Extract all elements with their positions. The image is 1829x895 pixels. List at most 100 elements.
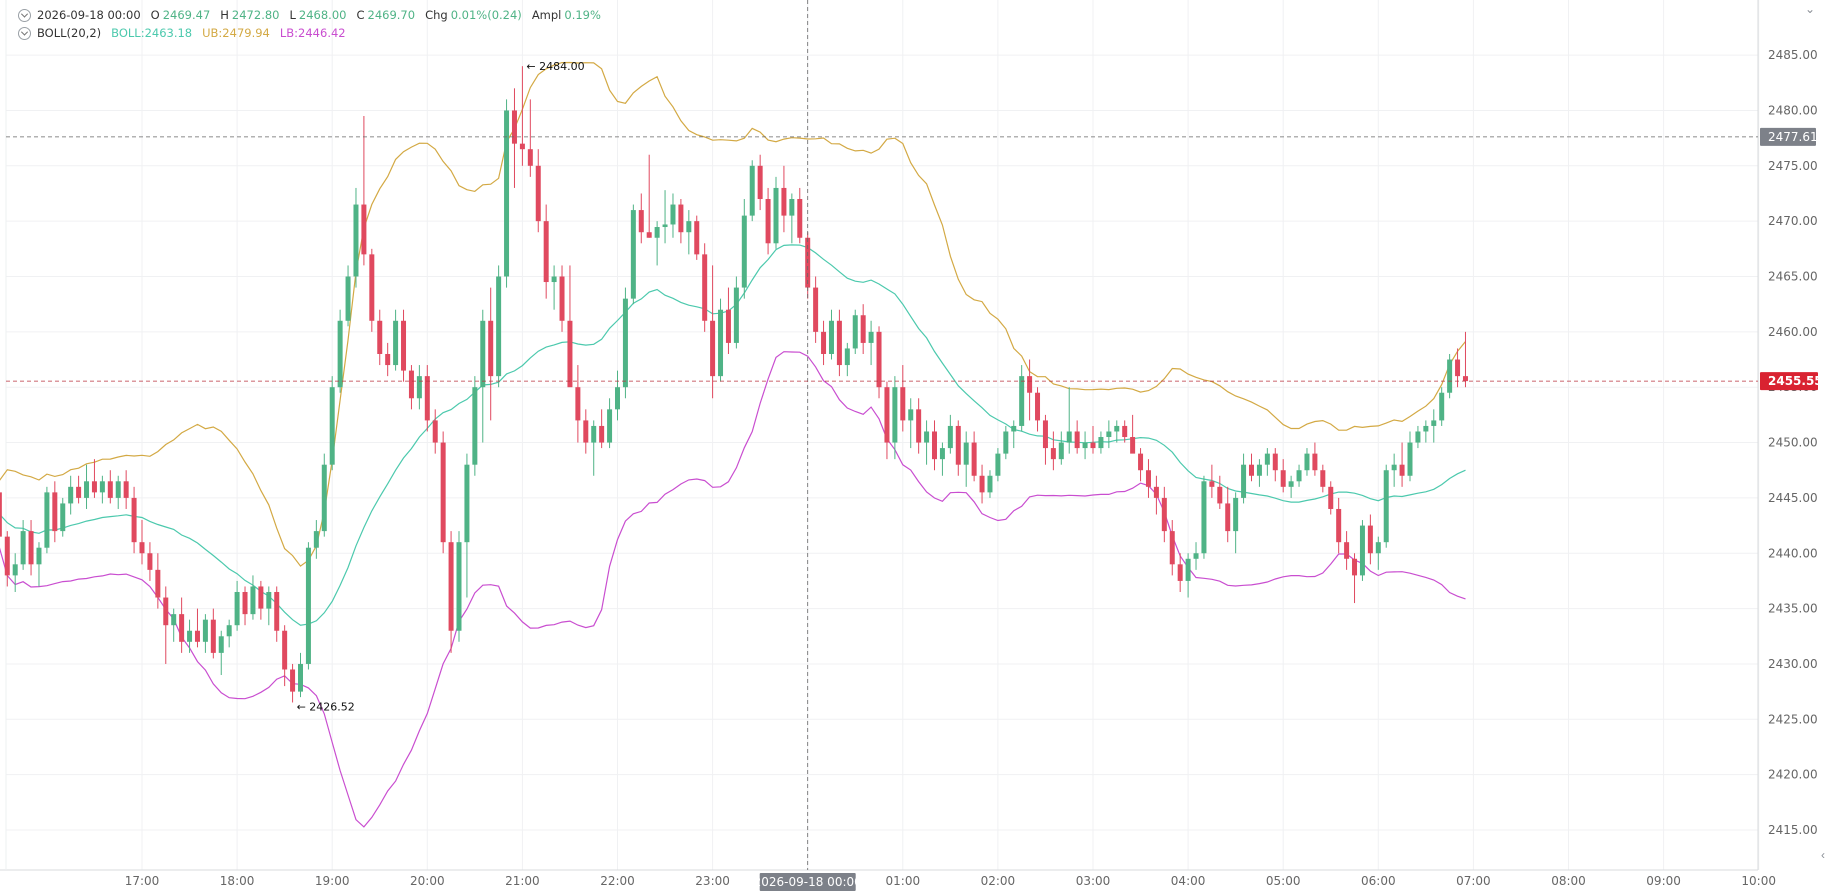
candle-body bbox=[258, 586, 264, 609]
candle-body bbox=[939, 448, 945, 460]
y-tick-label: 2470.00 bbox=[1768, 214, 1818, 228]
candle bbox=[242, 586, 248, 626]
candle bbox=[1399, 442, 1405, 487]
candle-body bbox=[76, 486, 82, 498]
candle-body bbox=[448, 542, 454, 631]
candle-body bbox=[1066, 431, 1072, 443]
legend-open-value: 2469.47 bbox=[162, 8, 211, 22]
candle-body bbox=[1169, 531, 1175, 565]
candle bbox=[1328, 481, 1334, 515]
candle bbox=[757, 154, 763, 211]
candle bbox=[527, 99, 533, 177]
candle-body bbox=[68, 486, 74, 504]
candle bbox=[1304, 448, 1310, 476]
legend-close-value: 2469.70 bbox=[367, 8, 416, 22]
x-tick-label: 18:00 bbox=[220, 874, 255, 888]
candle-body bbox=[488, 320, 494, 377]
candle-body bbox=[84, 481, 90, 498]
candle-body bbox=[836, 320, 842, 366]
candle-body bbox=[622, 298, 628, 388]
candle-body bbox=[1352, 558, 1358, 576]
candle-body bbox=[353, 204, 359, 277]
x-tick-label: 19:00 bbox=[315, 874, 350, 888]
candle-body bbox=[298, 663, 303, 692]
candle-body bbox=[1391, 464, 1397, 471]
candle bbox=[266, 586, 272, 626]
x-tick-label: 22:00 bbox=[600, 874, 635, 888]
candle-body bbox=[440, 442, 446, 543]
candle bbox=[504, 99, 510, 288]
candle-body bbox=[1217, 486, 1223, 504]
chevron-left-icon[interactable]: ‹ bbox=[1821, 848, 1825, 862]
candle-body bbox=[1193, 553, 1199, 559]
candle bbox=[1019, 365, 1025, 432]
candle bbox=[480, 309, 486, 443]
candle bbox=[1042, 414, 1048, 465]
candle-body bbox=[28, 531, 34, 565]
candle-body bbox=[44, 492, 50, 548]
candle bbox=[1241, 453, 1247, 504]
candle bbox=[76, 475, 82, 504]
candle bbox=[1169, 520, 1175, 576]
candle bbox=[615, 370, 620, 421]
x-tick-label: 20:00 bbox=[410, 874, 445, 888]
candle bbox=[488, 287, 494, 421]
candle-body bbox=[1415, 431, 1421, 443]
x-tick-label: 02:00 bbox=[981, 874, 1016, 888]
candle bbox=[36, 542, 42, 587]
candle bbox=[369, 248, 375, 332]
candle-body bbox=[662, 224, 668, 228]
legend-change-label: Chg bbox=[425, 8, 448, 22]
candle bbox=[1122, 420, 1128, 443]
candle-body bbox=[1019, 376, 1025, 426]
candle-body bbox=[226, 625, 232, 637]
candle bbox=[1066, 387, 1072, 454]
candle-body bbox=[630, 210, 636, 299]
candle-body bbox=[1344, 542, 1350, 559]
candle bbox=[836, 309, 842, 377]
candle bbox=[202, 614, 208, 653]
candle-body bbox=[361, 204, 367, 255]
candle-body bbox=[194, 630, 200, 642]
candle-body bbox=[496, 276, 502, 377]
chevron-up-icon[interactable]: ⌄ bbox=[1804, 2, 1815, 16]
low-annotation: ← 2426.52 bbox=[297, 700, 355, 713]
candle-body bbox=[377, 320, 383, 354]
current-price-label: 2455.55 bbox=[1768, 374, 1823, 388]
candle bbox=[1138, 448, 1144, 482]
candle-body bbox=[511, 110, 517, 144]
crosshair-time-label-bg bbox=[759, 873, 856, 891]
collapse-boll-icon[interactable] bbox=[18, 26, 31, 40]
candle bbox=[686, 210, 692, 255]
candle bbox=[1106, 420, 1112, 449]
candle bbox=[725, 287, 731, 354]
candle bbox=[1003, 425, 1009, 460]
candle bbox=[646, 154, 652, 238]
x-tick-label: 10:00 bbox=[1741, 874, 1776, 888]
candle-body bbox=[1011, 425, 1017, 432]
collapse-legend-icon[interactable] bbox=[18, 8, 31, 22]
candle-body bbox=[329, 387, 335, 465]
candle bbox=[163, 586, 169, 664]
x-tick-label: 03:00 bbox=[1076, 874, 1111, 888]
candle bbox=[773, 176, 779, 249]
candle bbox=[218, 630, 224, 676]
candle bbox=[591, 420, 597, 476]
candle-body bbox=[1090, 442, 1096, 449]
crosshair-price-label: 2477.61 bbox=[1768, 130, 1818, 144]
candle bbox=[1027, 359, 1033, 421]
candle bbox=[408, 365, 414, 410]
candle-body bbox=[123, 481, 129, 498]
candle-body bbox=[599, 425, 605, 443]
candle-body bbox=[0, 492, 2, 537]
candle-body bbox=[250, 586, 256, 615]
x-tick-label: 21:00 bbox=[505, 874, 540, 888]
candle bbox=[131, 486, 137, 554]
candle-body bbox=[638, 210, 644, 233]
candle bbox=[852, 309, 858, 354]
candle bbox=[1082, 431, 1088, 460]
candle-body bbox=[1447, 359, 1453, 393]
candle-body bbox=[900, 387, 906, 421]
candle-body bbox=[36, 547, 42, 565]
